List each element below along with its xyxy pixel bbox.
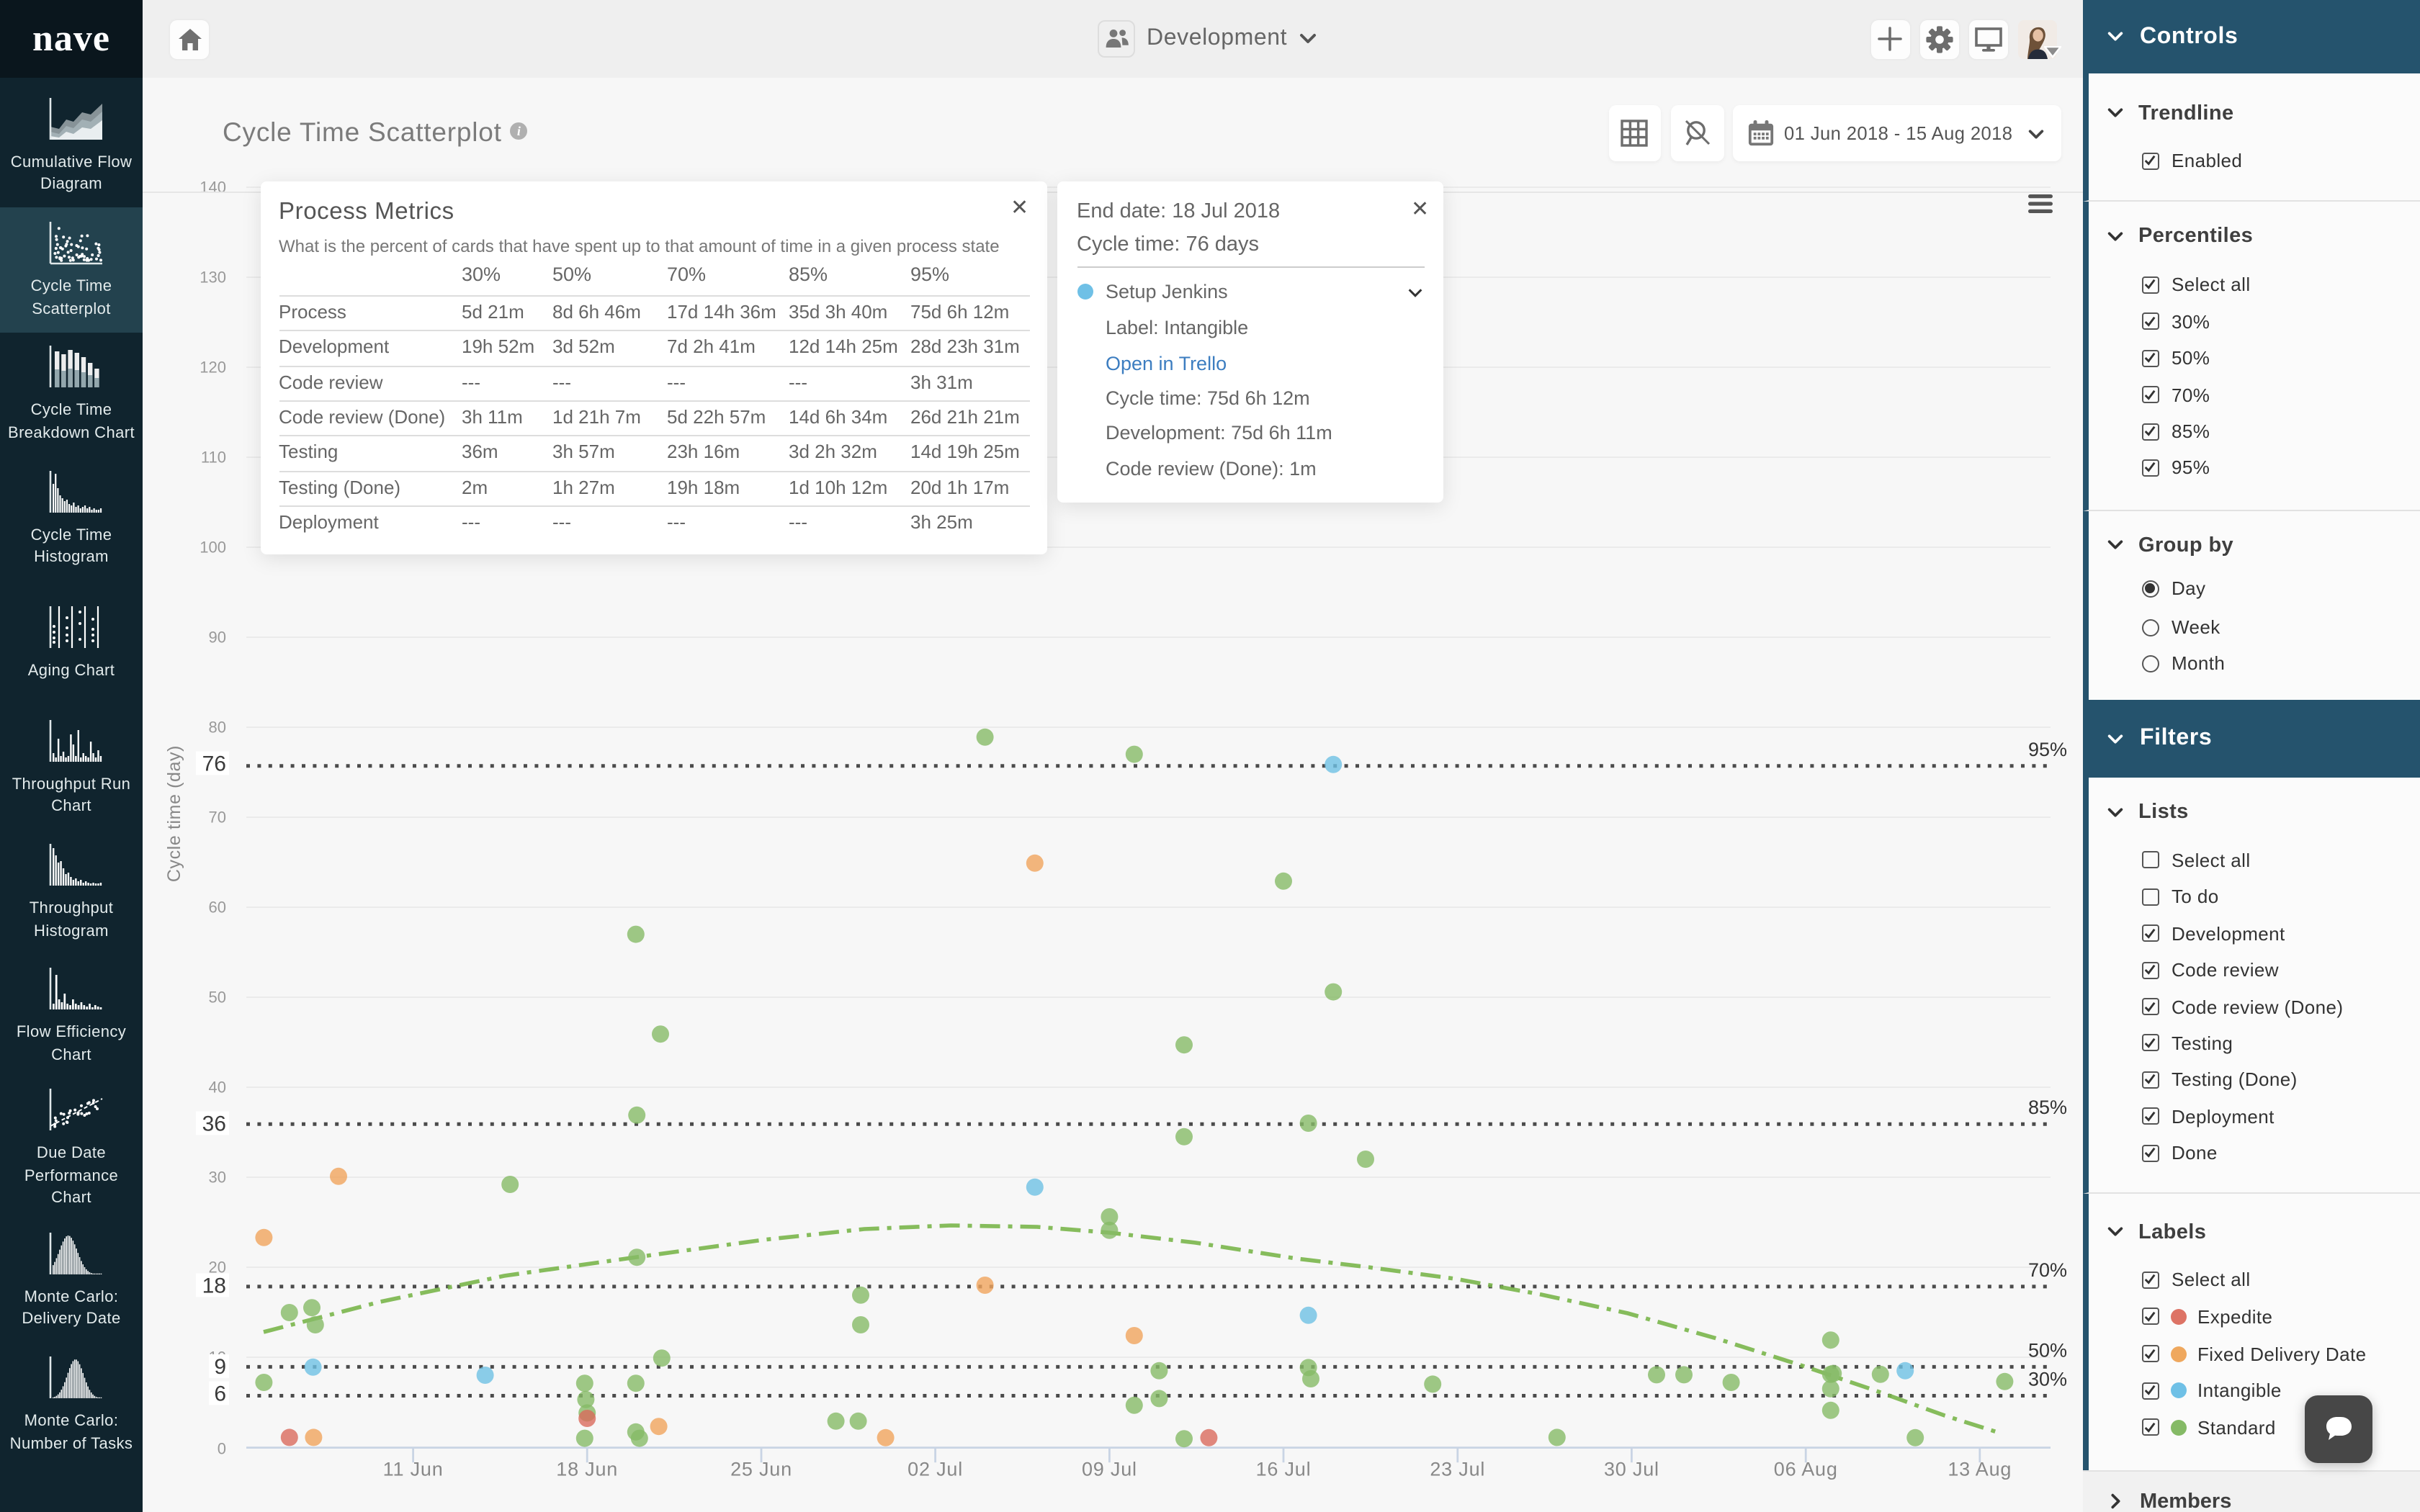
svg-text:60: 60	[209, 899, 226, 917]
svg-text:85%: 85%	[2028, 1097, 2067, 1118]
svg-text:76: 76	[202, 752, 226, 775]
svg-text:13 Aug: 13 Aug	[1948, 1459, 2012, 1480]
svg-text:50: 50	[209, 989, 226, 1007]
svg-text:110: 110	[201, 449, 226, 467]
svg-text:23 Jul: 23 Jul	[1430, 1459, 1485, 1480]
svg-text:06 Aug: 06 Aug	[1774, 1459, 1838, 1480]
svg-text:25 Jun: 25 Jun	[730, 1459, 792, 1480]
svg-text:40: 40	[209, 1079, 226, 1097]
svg-text:Cycle time (day): Cycle time (day)	[164, 745, 184, 882]
svg-text:18 Jun: 18 Jun	[556, 1459, 618, 1480]
svg-text:20: 20	[209, 1259, 226, 1277]
svg-text:30%: 30%	[2028, 1368, 2067, 1390]
svg-text:100: 100	[200, 539, 226, 557]
svg-text:140: 140	[200, 179, 226, 197]
svg-text:0: 0	[218, 1440, 226, 1458]
svg-text:120: 120	[200, 359, 226, 377]
svg-text:70: 70	[209, 809, 226, 827]
svg-text:130: 130	[200, 269, 226, 287]
svg-text:18: 18	[202, 1274, 226, 1297]
svg-text:02 Jul: 02 Jul	[908, 1459, 963, 1480]
svg-text:9: 9	[214, 1355, 226, 1379]
svg-text:80: 80	[209, 719, 226, 737]
svg-text:36: 36	[202, 1112, 226, 1135]
svg-text:30: 30	[209, 1169, 226, 1187]
svg-text:90: 90	[209, 629, 226, 647]
svg-text:09 Jul: 09 Jul	[1082, 1459, 1137, 1480]
svg-text:30 Jul: 30 Jul	[1604, 1459, 1659, 1480]
svg-text:11 Jun: 11 Jun	[383, 1459, 444, 1480]
svg-text:6: 6	[214, 1382, 226, 1405]
svg-text:95%: 95%	[2028, 739, 2067, 760]
svg-text:50%: 50%	[2028, 1339, 2067, 1361]
svg-text:16 Jul: 16 Jul	[1256, 1459, 1312, 1480]
svg-text:70%: 70%	[2028, 1259, 2067, 1281]
